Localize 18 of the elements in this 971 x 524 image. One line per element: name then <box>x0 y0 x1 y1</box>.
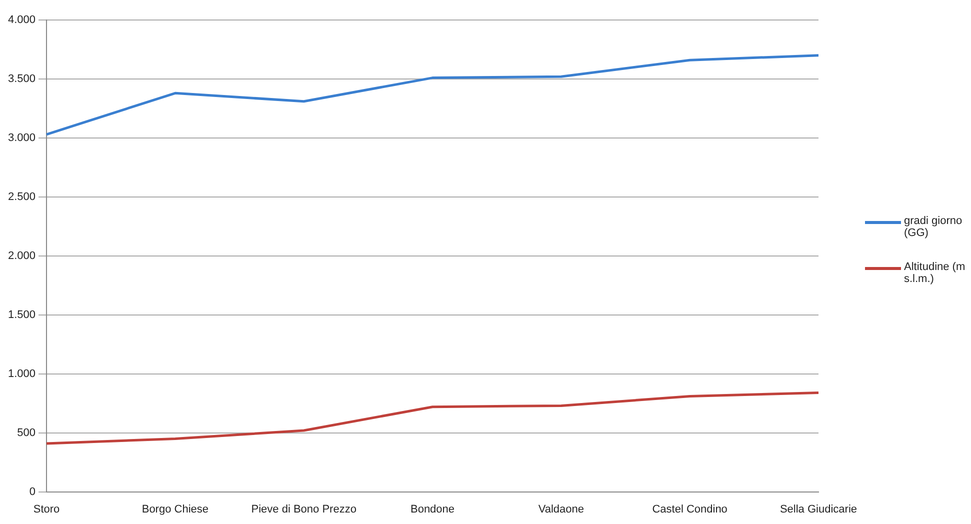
x-tick-label: Storo <box>33 503 60 516</box>
x-tick-label: Valdaone <box>538 503 584 516</box>
y-tick-label: 3.500 <box>8 73 36 86</box>
legend-label: gradi giorno (GG) <box>904 215 964 239</box>
x-tick-label: Sella Giudicarie <box>780 503 858 516</box>
y-tick-label: 0 <box>29 486 36 498</box>
y-tick-label: 2.500 <box>8 190 36 203</box>
y-tick-label: 2.000 <box>8 250 36 262</box>
x-tick-label: Pieve di Bono Prezzo <box>251 503 356 516</box>
y-tick-label: 1.500 <box>8 308 36 321</box>
legend-label: Altitudine (m s.l.m.) <box>904 261 966 285</box>
x-tick-label: Borgo Chiese <box>142 503 209 516</box>
y-tick-label: 3.000 <box>8 132 36 144</box>
x-tick-label: Castel Condino <box>652 503 728 516</box>
y-tick-label: 4.000 <box>8 14 36 26</box>
y-tick-label: 1.000 <box>8 368 36 380</box>
y-tick-label: 500 <box>17 426 36 439</box>
x-tick-label: Bondone <box>410 503 455 516</box>
